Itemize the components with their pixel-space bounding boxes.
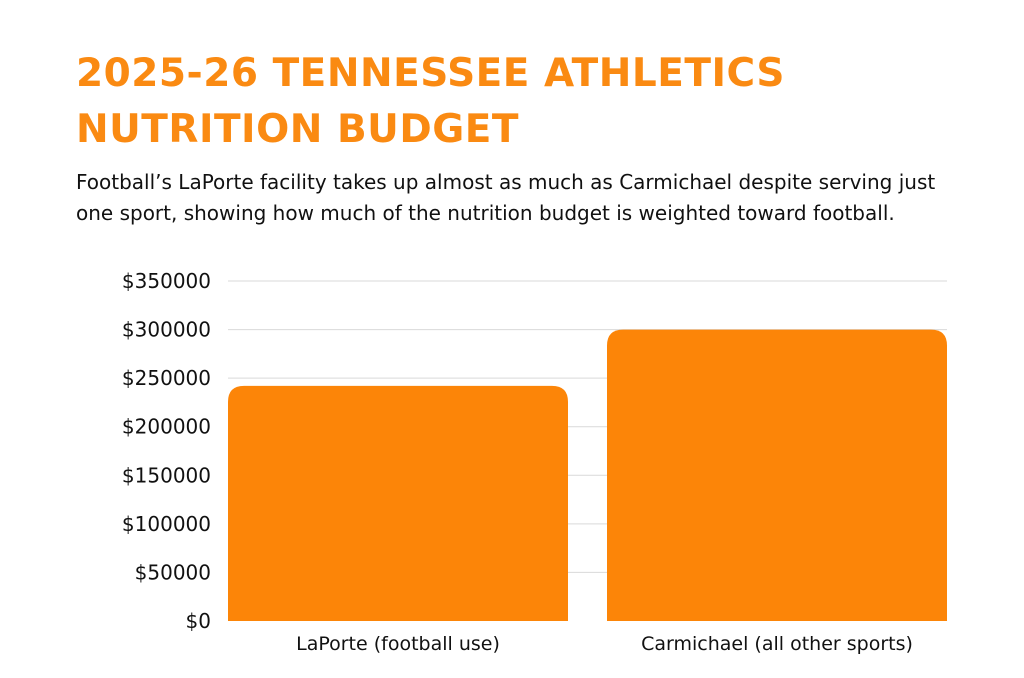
bar-1 [607,329,947,621]
chart-title: 2025-26 Tennessee Athletics Nutrition Bu… [76,51,785,152]
y-tick-label: $250000 [122,366,211,390]
y-tick-label: $300000 [122,318,211,342]
chart-subtitle: Football’s LaPorte facility takes up alm… [76,170,936,225]
y-axis-tick-labels: $0 $50000 $100000 $150000 $200000 $250000 $300… [122,269,211,633]
y-tick-label: $200000 [122,415,211,439]
y-tick-label: $150000 [122,463,211,487]
bar-0 [228,385,568,621]
y-tick-label: $0 [186,609,211,633]
x-axis-category-labels: LaPorte (football use) Carmichael (all ot… [296,633,913,655]
x-category-label: Carmichael (all other sports) [641,633,913,655]
x-category-label: LaPorte (football use) [296,633,500,655]
y-tick-label: $100000 [122,512,211,536]
y-tick-label: $50000 [135,560,211,584]
bars [228,329,947,621]
y-tick-label: $350000 [122,269,211,293]
